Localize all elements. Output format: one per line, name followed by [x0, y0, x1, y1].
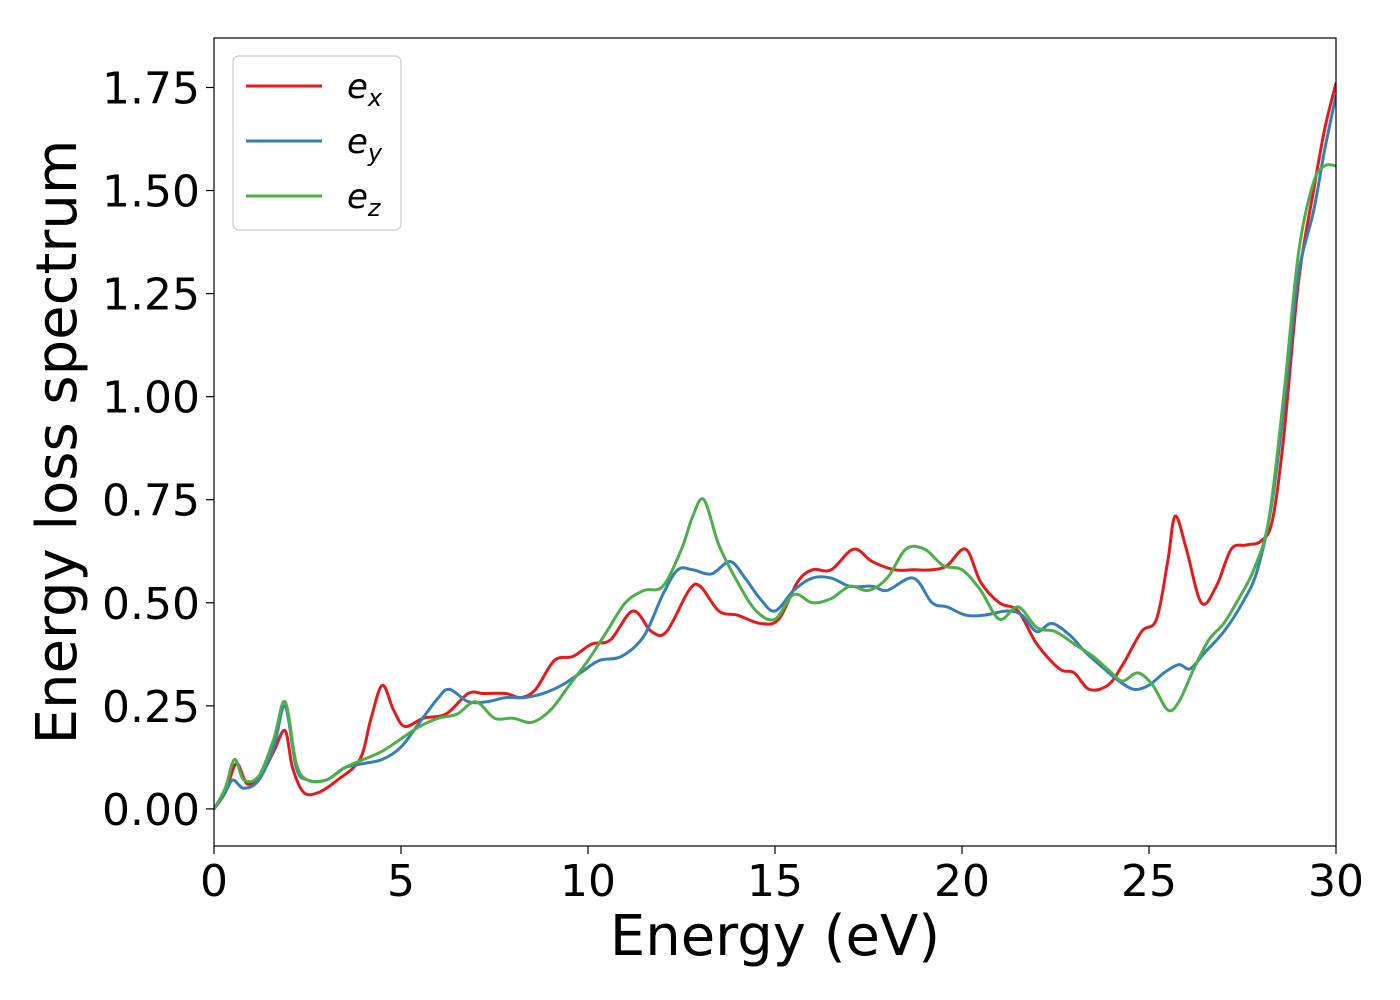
series-layer	[214, 81, 1336, 811]
y-tick-label: 0.25	[102, 682, 200, 733]
x-tick-label: 15	[747, 856, 803, 907]
x-axis: 0 5 10 15 20 25 30	[200, 846, 1364, 907]
y-tick-label: 1.00	[102, 373, 200, 424]
x-axis-label: Energy (eV)	[610, 904, 940, 969]
legend-frame	[232, 55, 402, 231]
legend-label: ey	[347, 122, 383, 167]
x-tick-label: 5	[387, 856, 415, 907]
x-tick-label: 10	[560, 856, 616, 907]
x-tick-label: 20	[934, 856, 990, 907]
legend: ex ey ez	[232, 55, 402, 231]
y-tick-label: 0.50	[102, 579, 200, 630]
x-tick-label: 30	[1308, 856, 1364, 907]
legend-entry-ex: ex	[246, 67, 383, 112]
legend-entry-ey: ey	[246, 122, 383, 167]
legend-label: ez	[347, 177, 382, 222]
series-line-ez	[214, 163, 1336, 811]
y-axis: 0.00 0.25 0.50 0.75 1.00 1.25 1.50 1.75	[102, 63, 214, 836]
y-tick-label: 0.00	[102, 785, 200, 836]
legend-label: ex	[347, 67, 383, 112]
y-tick-label: 1.50	[102, 167, 200, 218]
series-line-ey	[214, 94, 1336, 811]
x-tick-label: 25	[1121, 856, 1177, 907]
y-tick-label: 1.25	[102, 270, 200, 321]
y-tick-label: 0.75	[102, 476, 200, 527]
y-axis-label: Energy loss spectrum	[25, 140, 90, 745]
legend-entry-ez: ez	[246, 177, 382, 222]
x-tick-label: 0	[200, 856, 228, 907]
y-tick-label: 1.75	[102, 63, 200, 114]
